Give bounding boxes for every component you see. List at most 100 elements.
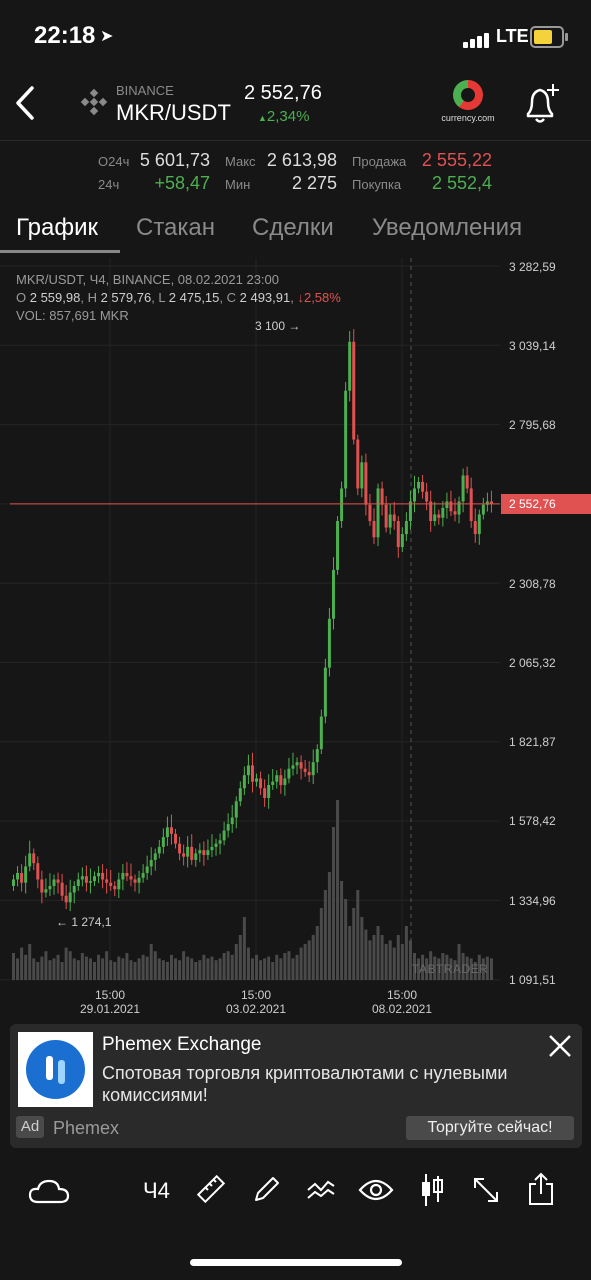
stat-value: 2 552,4 (431, 173, 492, 193)
home-indicator (190, 1259, 402, 1266)
last-price: 2 552,76 (244, 82, 322, 104)
volume-bar (368, 940, 372, 980)
volume-bar (16, 958, 20, 980)
volume-bar (48, 960, 52, 980)
candle-body (40, 879, 44, 893)
volume-bar (303, 944, 307, 980)
back-button[interactable] (14, 86, 36, 126)
volume-line: VOL: 857,691 MKR (16, 308, 129, 323)
volume-bar (234, 944, 238, 980)
candle-body (489, 501, 493, 504)
pencil-icon[interactable] (252, 1174, 282, 1209)
volume-bar (412, 953, 416, 980)
candles-icon[interactable] (420, 1172, 444, 1213)
ad-banner[interactable]: Phemex Exchange Спотовая торговля крипто… (10, 1024, 582, 1148)
expand-icon[interactable] (472, 1176, 500, 1209)
volume-bar (202, 954, 206, 980)
candle-body (230, 817, 234, 825)
volume-bar (145, 956, 149, 980)
volume-bar (404, 926, 408, 980)
max-annotation: 3 100 → (255, 319, 301, 333)
candle-body (186, 846, 190, 857)
volume-bar (271, 962, 275, 980)
timeframe-button[interactable]: Ч4 (143, 1178, 170, 1203)
eye-icon[interactable] (358, 1178, 394, 1207)
volume-bar (40, 956, 44, 980)
cloud-icon[interactable] (28, 1178, 70, 1209)
ad-cta-button[interactable]: Торгуйте сейчас! (406, 1116, 574, 1140)
exchange-label: BINANCE (116, 83, 174, 98)
volume-bar (344, 899, 348, 980)
candle-body (190, 846, 194, 860)
volume-bar (64, 947, 68, 980)
candle-body (137, 877, 141, 883)
candle-body (267, 784, 271, 799)
ruler-icon[interactable] (196, 1174, 226, 1209)
candle-body (145, 866, 149, 873)
candle-body (24, 866, 28, 883)
y-tick: 3 039,14 (509, 339, 556, 353)
candle-body (283, 778, 287, 785)
candle-body (169, 827, 173, 834)
currency-com-logo[interactable]: currency.com (438, 80, 498, 123)
candle-body (242, 775, 246, 789)
candle-body (336, 521, 340, 570)
volume-bar (246, 947, 250, 980)
volume-bar (161, 960, 165, 980)
y-tick: 1 578,42 (509, 814, 556, 828)
indicators-icon[interactable] (306, 1176, 336, 1207)
pair-label[interactable]: MKR/USDT (116, 100, 231, 125)
volume-bar (198, 960, 202, 980)
volume-bar (68, 951, 72, 980)
candle-body (380, 488, 384, 505)
volume-bar (461, 953, 465, 980)
candle-body (457, 501, 461, 515)
stat-label: Покупка (352, 177, 402, 192)
candle-body (153, 853, 157, 860)
volume-bar (125, 953, 129, 980)
candlestick-chart[interactable] (0, 258, 591, 1022)
volume-bar (481, 958, 485, 980)
candle-body (481, 504, 485, 515)
volume-bar (80, 953, 84, 980)
volume-bar (457, 944, 461, 980)
x-tick: 15:00 29.01.2021 (79, 988, 141, 1016)
candle-body (473, 521, 477, 535)
volume-bar (214, 960, 218, 980)
volume-bar (473, 962, 477, 980)
candle-body (465, 475, 469, 489)
candle-body (72, 885, 76, 893)
candle-body (206, 850, 210, 856)
candle-body (396, 521, 400, 548)
share-icon[interactable] (528, 1172, 554, 1211)
volume-bar (230, 954, 234, 980)
volume-bar (477, 954, 481, 980)
tab-alerts[interactable]: Уведомления (372, 214, 523, 241)
price-chart[interactable]: MKR/USDT, Ч4, BINANCE, 08.02.2021 23:00 … (0, 258, 591, 1022)
candle-body (408, 501, 412, 522)
candle-body (287, 768, 291, 779)
volume-bar (417, 958, 421, 980)
candle-body (238, 788, 242, 802)
volume-bar (287, 951, 291, 980)
volume-bar (137, 958, 141, 980)
candle-body (80, 876, 84, 880)
volume-bar (174, 958, 178, 980)
divider (0, 140, 591, 141)
volume-bar (360, 917, 364, 980)
candle-body (32, 853, 36, 864)
tab-chart[interactable]: График (16, 214, 98, 241)
volume-bar (331, 827, 335, 980)
volume-bar (226, 951, 230, 980)
close-icon[interactable] (548, 1032, 572, 1062)
volume-bar (380, 935, 384, 980)
ad-title: Phemex Exchange (102, 1034, 262, 1055)
volume-bar (485, 956, 489, 980)
candle-body (421, 481, 425, 492)
tab-orderbook[interactable]: Стакан (136, 214, 216, 241)
bell-plus-icon[interactable] (520, 82, 562, 131)
candle-body (327, 618, 331, 668)
candle-body (263, 788, 267, 799)
candle-body (234, 801, 238, 818)
tab-trades[interactable]: Сделки (252, 214, 334, 241)
